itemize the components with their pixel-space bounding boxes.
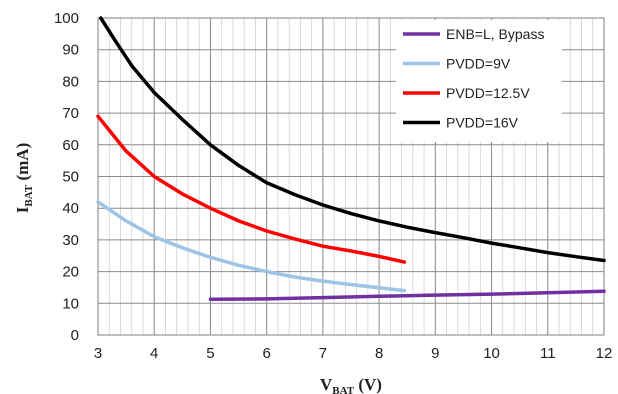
y-tick-label: 60 (62, 137, 79, 154)
series-line (208, 289, 606, 301)
y-tick-labels: 0 10 20 30 40 50 60 70 80 90 100 (54, 10, 79, 344)
y-tick-label: 90 (62, 42, 79, 59)
legend-label: PVDD=9V (446, 56, 511, 72)
y-axis-title-sub: BAT (23, 184, 35, 206)
x-tick-label: 6 (262, 345, 270, 362)
x-axis-title: VBAT (V) (320, 375, 382, 394)
x-tick-label: 10 (483, 345, 500, 362)
y-tick-label: 0 (71, 327, 79, 344)
legend-label: ENB=L, Bypass (446, 26, 544, 42)
x-tick-label: 11 (540, 345, 556, 362)
x-tick-label: 4 (150, 345, 158, 362)
x-tick-label: 9 (431, 345, 439, 362)
y-axis-title-main: I (13, 206, 32, 213)
y-axis-title: IBAT (mA) (13, 143, 35, 213)
x-axis-title-sub: BAT (332, 385, 354, 394)
x-tick-label: 8 (375, 345, 383, 362)
legend-label: PVDD=16V (446, 115, 519, 131)
y-tick-label: 40 (62, 200, 79, 217)
legend-label: PVDD=12.5V (446, 85, 530, 101)
x-axis-title-main: V (320, 375, 333, 394)
y-tick-label: 10 (62, 295, 79, 312)
y-tick-label: 30 (62, 232, 79, 249)
y-axis-title-unit: (mA) (13, 143, 32, 185)
x-tick-label: 5 (206, 345, 214, 362)
x-tick-label: 12 (596, 345, 613, 362)
y-tick-label: 50 (62, 169, 79, 186)
y-tick-label: 100 (54, 10, 79, 27)
series-line (96, 114, 407, 264)
y-tick-label: 20 (62, 264, 79, 281)
x-tick-label: 3 (94, 345, 102, 362)
x-tick-labels: 3 4 5 6 7 8 9 10 11 12 (94, 345, 613, 362)
series-line (96, 200, 407, 293)
y-tick-label: 70 (62, 105, 79, 122)
x-tick-label: 7 (319, 345, 327, 362)
x-axis-title-unit: (V) (354, 375, 382, 394)
plot-frame (97, 17, 605, 336)
series-line (99, 16, 606, 263)
y-tick-label: 80 (62, 73, 79, 90)
series-layer (96, 16, 606, 301)
legend: ENB=L, Bypass PVDD=9V PVDD=12.5V PVDD=16V (396, 20, 562, 142)
